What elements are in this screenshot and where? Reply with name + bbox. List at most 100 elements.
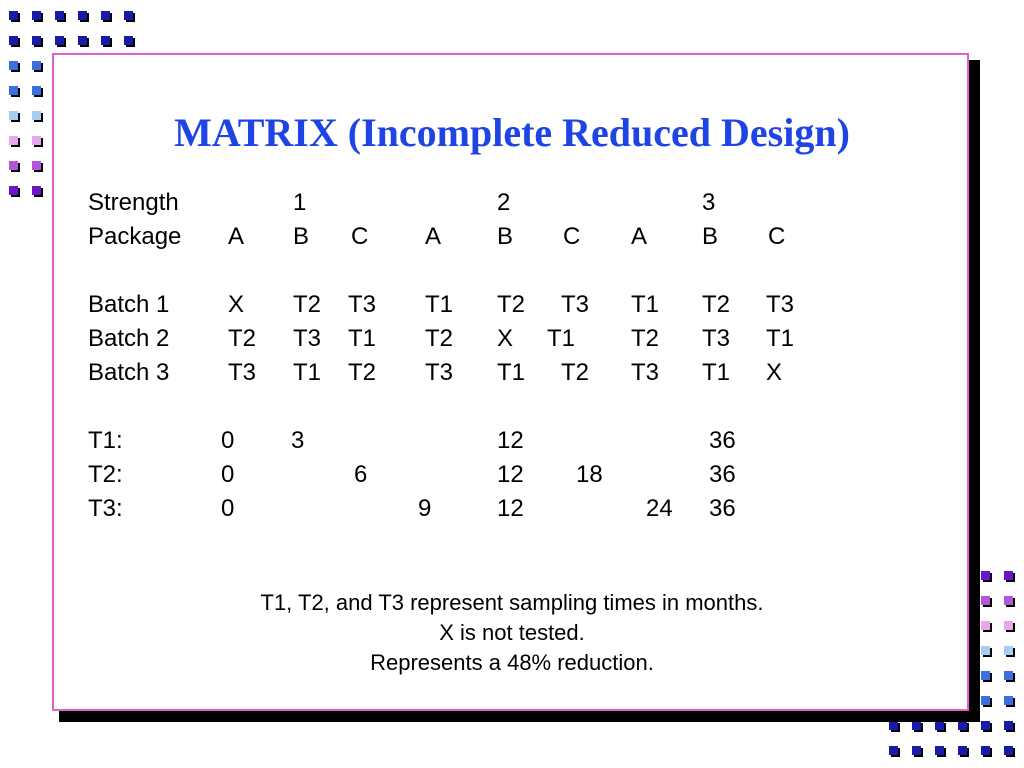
strength-value: 3: [702, 189, 716, 216]
decorative-square: [32, 11, 43, 22]
time-value: 36: [709, 461, 736, 488]
time-value: 12: [497, 427, 524, 454]
decorative-square: [981, 571, 992, 582]
package-cell: A: [425, 223, 442, 250]
decorative-square: [101, 36, 112, 47]
batch-cell: X: [766, 359, 783, 386]
time-value: 12: [497, 495, 524, 522]
decorative-square: [981, 721, 992, 732]
package-label: Package: [88, 223, 182, 250]
decorative-square: [32, 186, 43, 197]
decorative-square: [9, 111, 20, 122]
batch-cell: T2: [293, 291, 322, 318]
batch-cell: T3: [561, 291, 590, 318]
decorative-square: [889, 721, 900, 732]
batch-cell: T3: [293, 325, 322, 352]
decorative-square: [981, 646, 992, 657]
package-cell: A: [631, 223, 648, 250]
batch-cell: T3: [425, 359, 454, 386]
note-not-tested: X is not tested.: [439, 620, 585, 645]
time-value: 18: [576, 461, 603, 488]
decorative-square: [32, 86, 43, 97]
decorative-square: [32, 61, 43, 72]
time-value: 12: [497, 461, 524, 488]
decorative-square: [1004, 671, 1015, 682]
note-reduction: Represents a 48% reduction.: [370, 650, 654, 675]
batch-cell: T2: [425, 325, 454, 352]
batch-cell: T2: [561, 359, 590, 386]
slide-title: MATRIX (Incomplete Reduced Design): [174, 110, 850, 155]
decorative-square: [32, 36, 43, 47]
decorative-square: [32, 136, 43, 147]
decorative-square: [1004, 746, 1015, 757]
decorative-square: [9, 36, 20, 47]
decorative-square: [912, 746, 923, 757]
batch-cell: T1: [497, 359, 526, 386]
batch-cell: T1: [631, 291, 660, 318]
package-cell: C: [351, 223, 369, 250]
batch-cell: T1: [702, 359, 731, 386]
batch-cell: X: [228, 291, 245, 318]
decorative-square: [55, 11, 66, 22]
decorative-square: [9, 161, 20, 172]
batch-cell: T3: [348, 291, 377, 318]
batch-cell: T3: [228, 359, 257, 386]
batch-cell: T3: [766, 291, 795, 318]
batch-cell: T2: [497, 291, 526, 318]
decorative-square: [9, 136, 20, 147]
batch-cell: T2: [348, 359, 377, 386]
batch-label: Batch 2: [88, 325, 170, 352]
decorative-square: [55, 36, 66, 47]
decorative-square: [124, 36, 135, 47]
time-value: 9: [418, 495, 432, 522]
batch-cell: T1: [425, 291, 454, 318]
time-value: 24: [646, 495, 673, 522]
time-value: 6: [354, 461, 368, 488]
decorative-square: [981, 621, 992, 632]
time-value: 0: [221, 427, 235, 454]
slide-card: [52, 53, 969, 711]
batch-cell: T3: [702, 325, 731, 352]
batch-cell: T2: [228, 325, 257, 352]
decorative-square: [32, 111, 43, 122]
decorative-square: [981, 746, 992, 757]
decorative-square: [32, 161, 43, 172]
time-value: 36: [709, 495, 736, 522]
package-cell: B: [497, 223, 514, 250]
strength-value: 1: [293, 189, 307, 216]
decorative-square: [124, 11, 135, 22]
package-cell: C: [768, 223, 786, 250]
decorative-square: [981, 671, 992, 682]
package-cell: B: [293, 223, 310, 250]
decorative-square: [1004, 721, 1015, 732]
decorative-square: [78, 36, 89, 47]
time-label: T1:: [88, 427, 123, 454]
batch-cell: T1: [766, 325, 795, 352]
decorative-square: [958, 721, 969, 732]
time-value: 0: [221, 495, 235, 522]
decorative-square: [1004, 696, 1015, 707]
time-value: 0: [221, 461, 235, 488]
decorative-square: [101, 11, 112, 22]
time-label: T3:: [88, 495, 123, 522]
decorative-square: [9, 86, 20, 97]
decorative-square: [1004, 571, 1015, 582]
decorative-square: [981, 596, 992, 607]
decorative-square: [9, 11, 20, 22]
batch-cell: T1: [348, 325, 377, 352]
package-cell: C: [563, 223, 581, 250]
batch-cell: T1: [547, 325, 576, 352]
batch-label: Batch 3: [88, 359, 170, 386]
decorative-square: [981, 696, 992, 707]
decorative-square: [1004, 621, 1015, 632]
batch-label: Batch 1: [88, 291, 170, 318]
batch-cell: T3: [631, 359, 660, 386]
decorative-square: [1004, 596, 1015, 607]
batch-cell: T2: [702, 291, 731, 318]
decorative-square: [935, 746, 946, 757]
strength-value: 2: [497, 189, 511, 216]
batch-cell: T1: [293, 359, 322, 386]
note-sampling-times: T1, T2, and T3 represent sampling times …: [260, 590, 764, 615]
strength-label: Strength: [88, 189, 179, 216]
decorative-square: [889, 746, 900, 757]
